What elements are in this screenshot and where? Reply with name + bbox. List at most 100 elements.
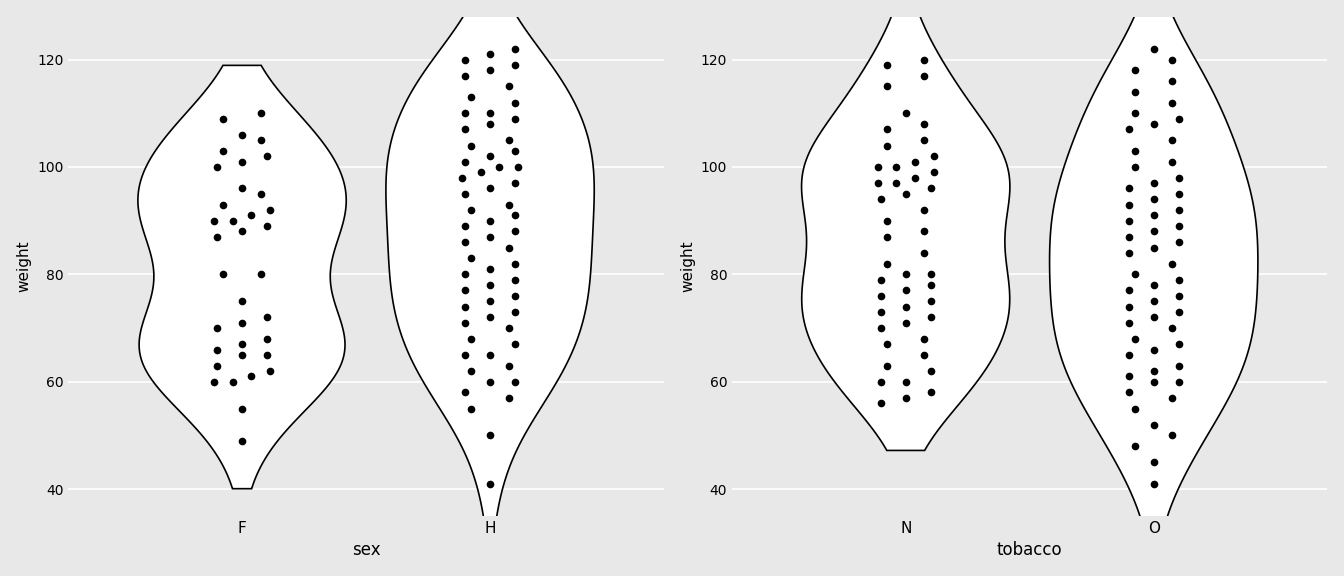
Point <box>461 93 482 102</box>
Point <box>1161 135 1183 145</box>
Point <box>241 211 262 220</box>
Point <box>1168 291 1189 301</box>
Point <box>454 237 476 247</box>
Point <box>231 297 253 306</box>
Point <box>895 109 917 118</box>
Point <box>231 339 253 348</box>
Point <box>1168 308 1189 317</box>
Point <box>1142 366 1164 376</box>
Point <box>203 377 224 386</box>
Point <box>454 388 476 397</box>
Polygon shape <box>801 12 1009 450</box>
Point <box>895 286 917 295</box>
Point <box>876 216 898 225</box>
Point <box>504 308 526 317</box>
Point <box>480 184 501 193</box>
Point <box>480 232 501 241</box>
Point <box>504 44 526 54</box>
Point <box>480 377 501 386</box>
Point <box>1142 313 1164 322</box>
Point <box>461 334 482 343</box>
Point <box>914 227 935 236</box>
Point <box>1118 248 1140 257</box>
Point <box>876 361 898 370</box>
Point <box>461 141 482 150</box>
Point <box>257 221 278 230</box>
Point <box>870 195 891 204</box>
Point <box>1161 77 1183 86</box>
Point <box>480 216 501 225</box>
Point <box>1168 377 1189 386</box>
Point <box>1118 318 1140 327</box>
Point <box>1142 345 1164 354</box>
Point <box>1142 243 1164 252</box>
Point <box>914 334 935 343</box>
Point <box>886 162 907 172</box>
Point <box>870 291 891 301</box>
Point <box>222 216 243 225</box>
Point <box>461 205 482 214</box>
Point <box>207 232 228 241</box>
Point <box>870 399 891 408</box>
Point <box>497 323 519 332</box>
Point <box>1142 457 1164 467</box>
Point <box>454 270 476 279</box>
Point <box>504 339 526 348</box>
Point <box>1125 162 1146 172</box>
Point <box>231 404 253 413</box>
Point <box>231 227 253 236</box>
Point <box>454 189 476 198</box>
Point <box>876 125 898 134</box>
Point <box>231 436 253 445</box>
Point <box>212 270 234 279</box>
Point <box>1125 66 1146 75</box>
Point <box>504 179 526 188</box>
Point <box>876 259 898 268</box>
Point <box>504 60 526 70</box>
Point <box>207 323 228 332</box>
Point <box>480 50 501 59</box>
Point <box>1118 388 1140 397</box>
Point <box>1118 302 1140 311</box>
Point <box>497 243 519 252</box>
Point <box>1168 339 1189 348</box>
Point <box>480 297 501 306</box>
Point <box>867 162 888 172</box>
Point <box>876 141 898 150</box>
Point <box>497 135 519 145</box>
Point <box>1125 404 1146 413</box>
Point <box>1142 44 1164 54</box>
Point <box>454 221 476 230</box>
Point <box>504 211 526 220</box>
Point <box>507 162 528 172</box>
Point <box>1118 216 1140 225</box>
Point <box>1161 431 1183 440</box>
Point <box>1168 114 1189 123</box>
Point <box>504 275 526 285</box>
Point <box>870 377 891 386</box>
Point <box>231 350 253 359</box>
Point <box>504 146 526 156</box>
Point <box>207 162 228 172</box>
Point <box>895 189 917 198</box>
Point <box>1118 286 1140 295</box>
Point <box>257 151 278 161</box>
Point <box>212 200 234 209</box>
Point <box>1125 109 1146 118</box>
Point <box>914 55 935 64</box>
Point <box>497 82 519 91</box>
Point <box>867 179 888 188</box>
Point <box>454 55 476 64</box>
Point <box>905 157 926 166</box>
Point <box>1142 195 1164 204</box>
Polygon shape <box>386 0 594 534</box>
Point <box>919 313 941 322</box>
Point <box>454 286 476 295</box>
Point <box>454 350 476 359</box>
Point <box>504 114 526 123</box>
Point <box>914 119 935 128</box>
Point <box>504 259 526 268</box>
Point <box>1168 189 1189 198</box>
Point <box>1168 221 1189 230</box>
Point <box>480 264 501 274</box>
